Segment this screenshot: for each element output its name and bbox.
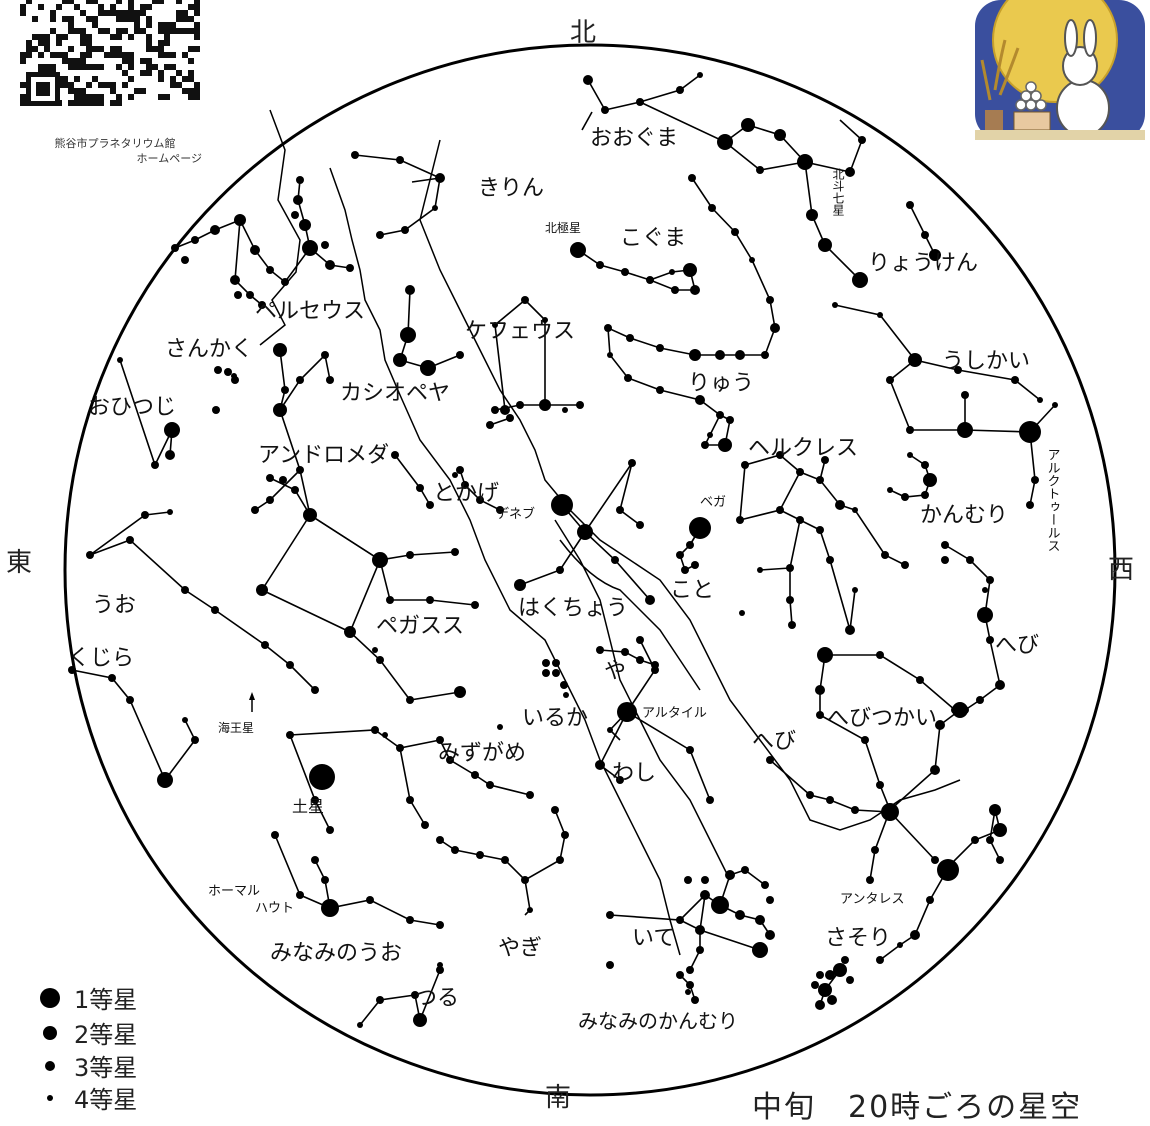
direction-south: 南 [545, 1083, 572, 1113]
constellation-label-scorpius: さそり [825, 926, 891, 951]
constellation-label-pegasus: ペガスス [376, 614, 464, 639]
legend-4th-magnitude: 4等星 [47, 1080, 137, 1115]
magnitude-4-icon [47, 1094, 53, 1101]
constellation-label-sagittarius: いて [632, 926, 675, 951]
constellation-label-corona-australis: みなみのかんむり [578, 1009, 738, 1033]
star-label-polaris: 北極星 [545, 220, 581, 235]
constellation-label-delphinus: いるか [522, 706, 588, 731]
star-label-fomalhaut-2: ハウト [255, 901, 294, 916]
direction-east: 東 [6, 548, 33, 578]
legend-2nd-magnitude: 2等星 [43, 1015, 137, 1050]
planet-label-neptune: 海王星 [218, 720, 254, 735]
constellation-label-ursa-major: おおぐま [590, 126, 678, 151]
map-caption: 中旬 20時ごろの星空 [752, 1090, 1083, 1125]
constellation-label-piscis-austrinus: みなみのうお [270, 941, 402, 966]
constellation-label-ophiuchus: へびつかい [827, 706, 937, 731]
qr-caption: 熊谷市プラネタリウム館 ホームページ [0, 136, 230, 166]
stars [68, 72, 1058, 1028]
constellation-label-serpens-caput: へび [995, 633, 1039, 658]
legend-label: 2等星 [74, 1021, 138, 1049]
magnitude-3-icon [45, 1060, 55, 1071]
constellation-lines [71, 74, 1056, 1026]
star-label-deneb: デネブ [496, 506, 535, 522]
star-label-fomalhaut-1: ホーマル [208, 884, 260, 899]
constellation-label-canes-venatici: りょうけん [868, 251, 978, 276]
constellation-label-lacerta: とかげ [433, 481, 499, 506]
constellation-label-aquarius: みずがめ [438, 741, 526, 766]
constellation-label-grus: つる [415, 986, 459, 1011]
constellation-label-aquila: わし [612, 761, 656, 786]
magnitude-2-icon [43, 1025, 57, 1040]
constellation-label-serpens-cauda: へび [752, 729, 796, 754]
constellation-label-cetus: くじら [68, 646, 134, 671]
horizon-circle [63, 43, 1117, 1097]
moon-viewing-illustration [975, 0, 1145, 140]
constellation-label-triangulum: さんかく [165, 337, 253, 362]
legend-label: 3等星 [74, 1054, 138, 1082]
qr-caption-line1: 熊谷市プラネタリウム館 [54, 137, 176, 150]
constellation-label-cassiopeia: カシオペヤ [340, 381, 450, 406]
direction-north: 北 [570, 18, 597, 48]
constellation-label-cepheus: ケフェウス [465, 319, 575, 344]
constellation-label-aries: おひつじ [88, 395, 176, 420]
star-label-altair: アルタイル [642, 706, 707, 721]
qr-caption-line2: ホームページ [136, 152, 202, 165]
constellation-label-pisces: うお [92, 593, 136, 618]
star-label-vega: ベガ [700, 495, 726, 510]
star-label-big-dipper: 北斗七星 [831, 168, 845, 216]
constellation-label-sagitta: や [604, 659, 626, 684]
legend-3rd-magnitude: 3等星 [45, 1048, 137, 1083]
legend-1st-magnitude: 1等星 [40, 980, 137, 1015]
constellation-label-draco: りゅう [688, 371, 754, 396]
constellation-label-bootes: うしかい [942, 349, 1030, 374]
constellation-label-cygnus: はくちょう [518, 596, 628, 621]
magnitude-1-icon [40, 987, 60, 1008]
constellation-label-ursa-minor: こぐま [620, 226, 686, 251]
constellation-label-lyra: こと [670, 578, 714, 603]
constellation-label-andromeda: アンドロメダ [258, 443, 389, 468]
star-label-arcturus: アルクトゥールス [1045, 448, 1060, 552]
constellation-label-camelopardalis: きりん [478, 176, 544, 201]
constellation-label-hercules: ヘルクレス [748, 436, 858, 461]
constellation-label-capricornus: やぎ [498, 936, 542, 961]
direction-west: 西 [1108, 555, 1135, 585]
planet-label-saturn: 土星 [292, 797, 324, 816]
qr-code-icon[interactable] [14, 0, 210, 112]
milky-way-outline [259, 109, 961, 956]
constellation-label-perseus: ペルセウス [255, 299, 365, 324]
constellation-label-corona-borealis: かんむり [920, 503, 1008, 528]
star-label-antares: アンタレス [840, 892, 904, 907]
legend-label: 1等星 [74, 986, 138, 1014]
legend-label: 4等星 [74, 1086, 138, 1114]
